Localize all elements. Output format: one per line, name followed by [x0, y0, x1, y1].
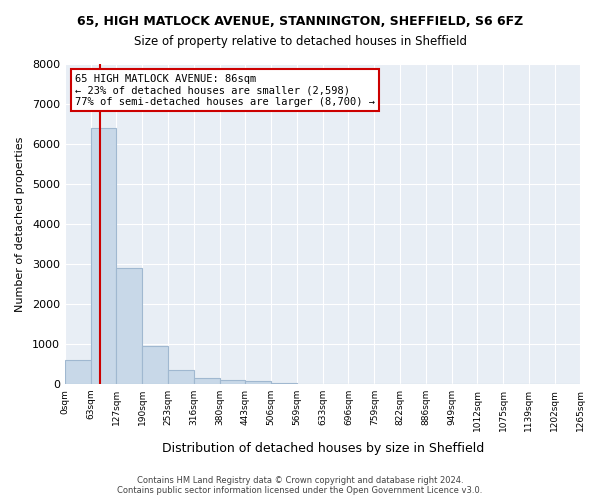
Text: Contains HM Land Registry data © Crown copyright and database right 2024.
Contai: Contains HM Land Registry data © Crown c…: [118, 476, 482, 495]
Text: 65, HIGH MATLOCK AVENUE, STANNINGTON, SHEFFIELD, S6 6FZ: 65, HIGH MATLOCK AVENUE, STANNINGTON, SH…: [77, 15, 523, 28]
Bar: [65, 360, 91, 384]
Bar: [91, 128, 116, 384]
Bar: [142, 346, 168, 384]
Text: 65 HIGH MATLOCK AVENUE: 86sqm
← 23% of detached houses are smaller (2,598)
77% o: 65 HIGH MATLOCK AVENUE: 86sqm ← 23% of d…: [75, 74, 375, 107]
Bar: [220, 380, 245, 384]
Text: Size of property relative to detached houses in Sheffield: Size of property relative to detached ho…: [133, 35, 467, 48]
Bar: [194, 378, 220, 384]
Bar: [116, 268, 142, 384]
X-axis label: Distribution of detached houses by size in Sheffield: Distribution of detached houses by size …: [161, 442, 484, 455]
Bar: [168, 370, 194, 384]
Bar: [245, 381, 271, 384]
Y-axis label: Number of detached properties: Number of detached properties: [15, 136, 25, 312]
